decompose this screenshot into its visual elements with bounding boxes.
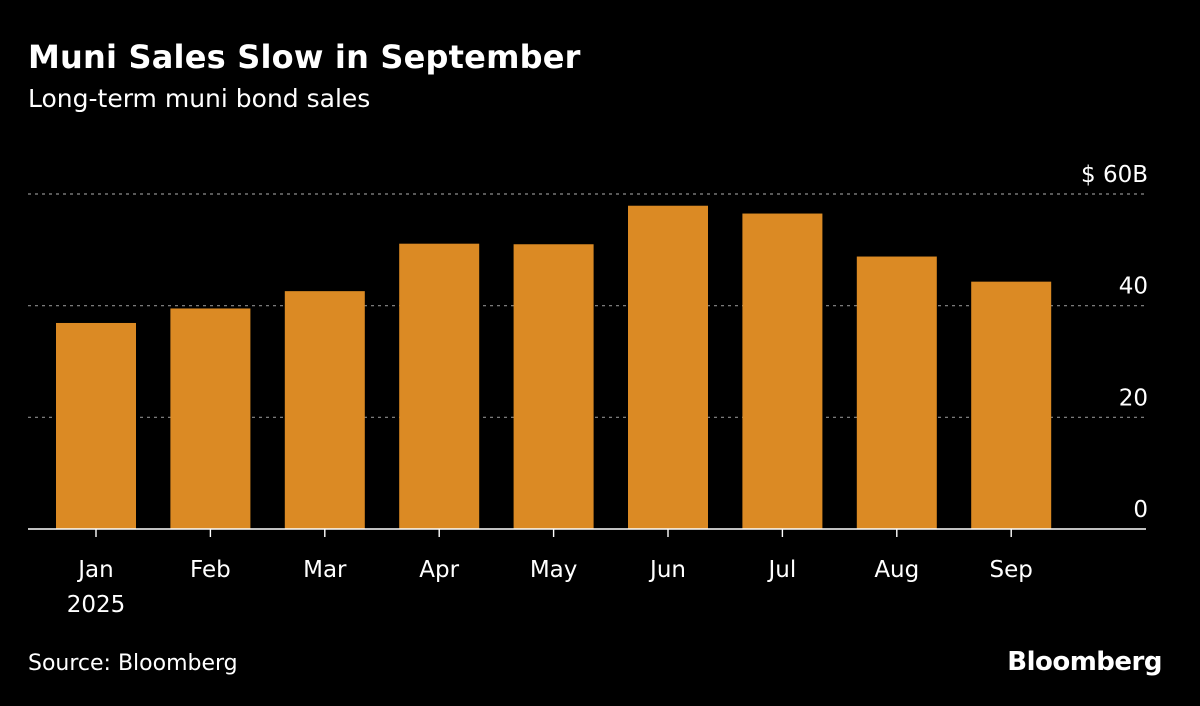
chart-title: Muni Sales Slow in September [28, 38, 581, 76]
y-tick-label: 40 [1119, 274, 1148, 300]
bar-jul [742, 213, 823, 529]
bar-sep [971, 281, 1052, 529]
source-note: Source: Bloomberg [28, 651, 238, 676]
bar-aug [856, 256, 937, 529]
x-tick-label: Jul [767, 557, 797, 583]
bar-feb [170, 308, 251, 529]
bar-may [513, 244, 594, 529]
y-tick-label: $ 60B [1081, 162, 1148, 188]
x-tick-sublabel: 2025 [67, 592, 126, 618]
x-tick-label: May [530, 557, 578, 583]
bar-jun [628, 205, 708, 529]
y-tick-label: 0 [1133, 497, 1148, 523]
x-tick-label: Aug [874, 557, 919, 583]
x-tick-label: Apr [419, 557, 459, 583]
bar-mar [284, 291, 365, 529]
bar-apr [399, 243, 480, 530]
x-tick-label: Feb [190, 557, 231, 583]
x-tick-label: Jan [76, 557, 113, 583]
x-tick-label: Sep [990, 557, 1033, 583]
y-tick-label: 20 [1119, 385, 1148, 411]
bloomberg-logo: Bloomberg [1007, 647, 1162, 677]
x-tick-label: Jun [648, 557, 686, 583]
bar-jan [56, 322, 136, 529]
chart-subtitle: Long-term muni bond sales [28, 84, 371, 113]
x-tick-label: Mar [303, 557, 347, 583]
